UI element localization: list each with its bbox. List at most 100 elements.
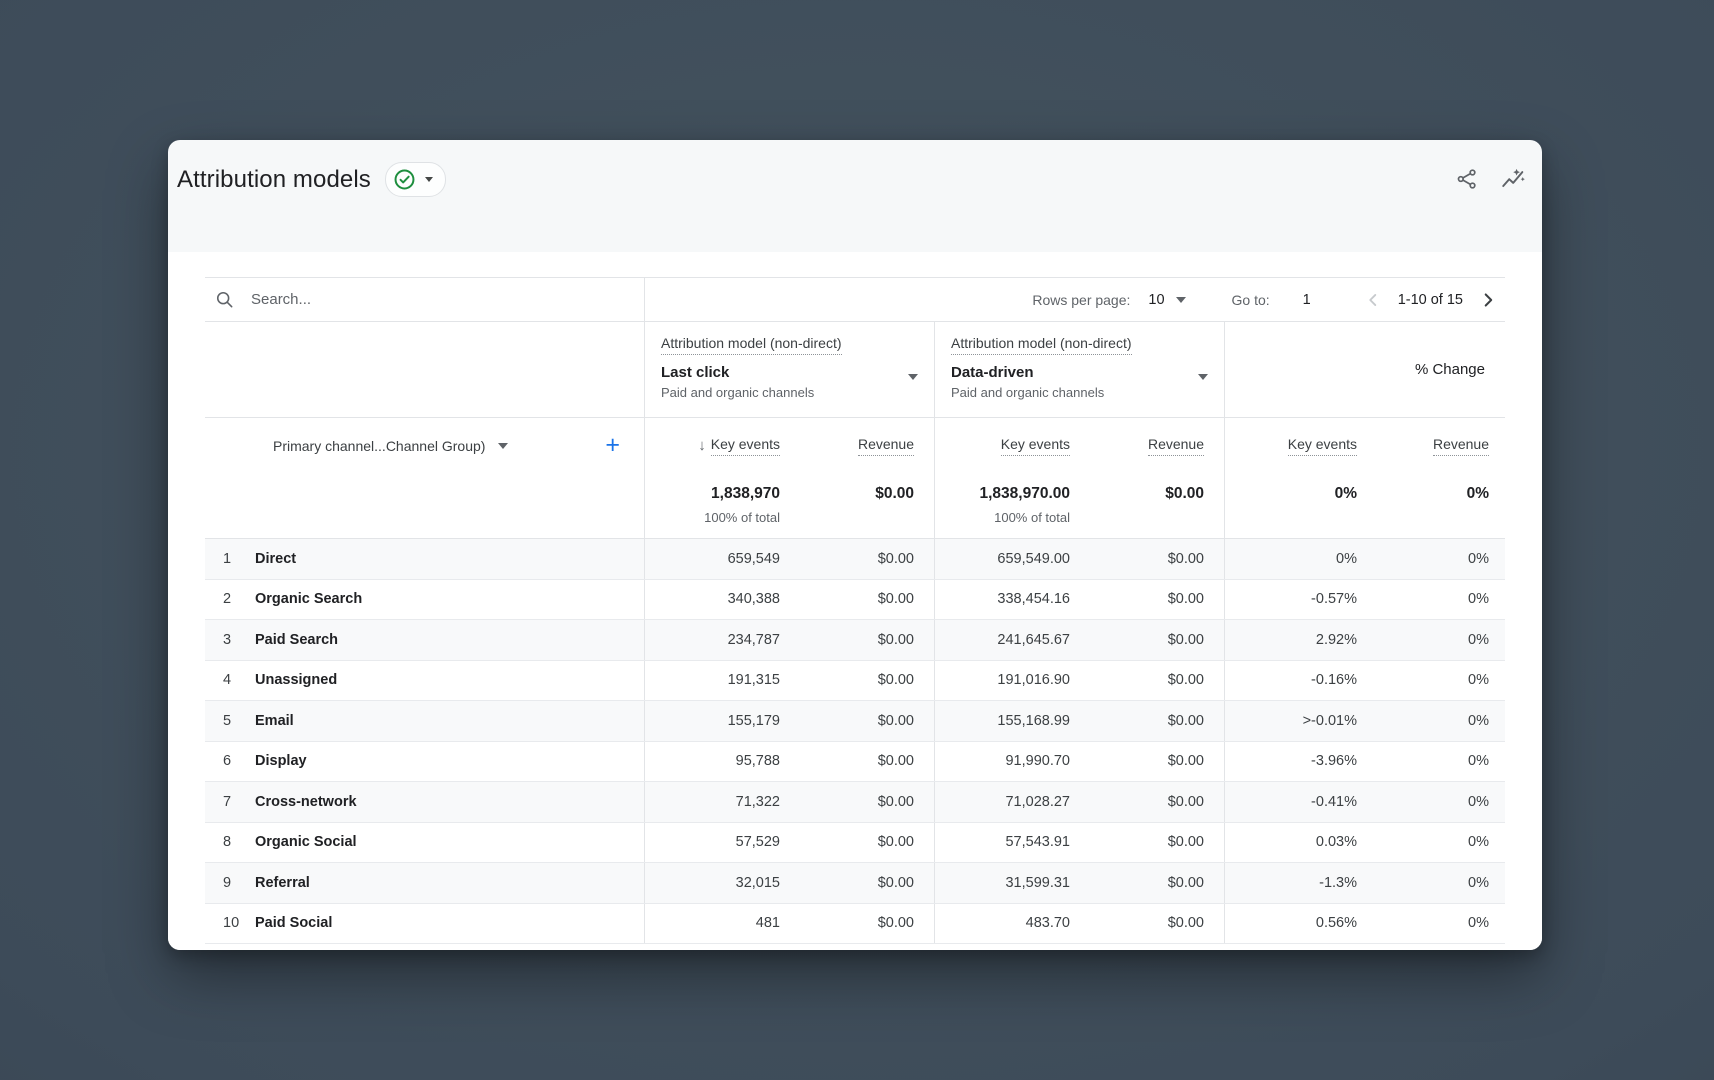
column-header-revenue-last-click[interactable]: Revenue xyxy=(790,418,935,473)
model-selector-data-driven[interactable]: Attribution model (non-direct) Data-driv… xyxy=(935,322,1225,417)
table-row: 7 Cross-network 71,322 $0.00 71,028.27 $… xyxy=(205,782,1505,823)
last-click-key-events-cell: 95,788 xyxy=(735,753,780,770)
channel-name: Email xyxy=(255,712,294,729)
change-revenue-cell: 0% xyxy=(1468,874,1489,891)
column-header-revenue-change[interactable]: Revenue xyxy=(1365,418,1505,473)
change-key-events-cell: -0.16% xyxy=(1311,672,1357,689)
channel-name: Organic Search xyxy=(255,591,363,608)
last-click-revenue-cell: $0.00 xyxy=(790,620,935,660)
column-header-key-events-change[interactable]: Key events xyxy=(1225,418,1365,473)
last-click-revenue-cell: $0.00 xyxy=(790,701,935,741)
row-number: 3 xyxy=(223,631,232,648)
last-click-key-events-cell: 340,388 xyxy=(727,591,780,608)
data-driven-revenue-cell: $0.00 xyxy=(1080,863,1225,903)
chevron-down-icon xyxy=(908,374,918,380)
rows-per-page-label: Rows per page: xyxy=(1032,291,1131,308)
last-click-revenue-cell: $0.00 xyxy=(790,579,935,619)
data-driven-key-events-cell: 659,549.00 xyxy=(997,550,1070,567)
total-key-events-subtext: 100% of total xyxy=(704,510,780,525)
data-driven-key-events-cell: 71,028.27 xyxy=(1005,793,1070,810)
row-number: 6 xyxy=(223,753,232,770)
channel-name: Organic Social xyxy=(255,834,357,851)
table-row: 6 Display 95,788 $0.00 91,990.70 $0.00 -… xyxy=(205,741,1505,782)
model-name: Data-driven xyxy=(951,364,1034,381)
model-group-header-row: Attribution model (non-direct) Last clic… xyxy=(205,322,1505,418)
goto-page-input[interactable] xyxy=(1291,290,1322,309)
channel-name: Unassigned xyxy=(255,672,338,689)
change-key-events-cell: -1.3% xyxy=(1319,874,1357,891)
last-click-revenue-cell: $0.00 xyxy=(790,741,935,781)
table-row: 5 Email 155,179 $0.00 155,168.99 $0.00 >… xyxy=(205,701,1505,742)
search-box[interactable] xyxy=(205,278,645,321)
model-group-label[interactable]: Attribution model (non-direct) xyxy=(661,335,842,355)
table-row: 4 Unassigned 191,315 $0.00 191,016.90 $0… xyxy=(205,660,1505,701)
model-selector-last-click[interactable]: Attribution model (non-direct) Last clic… xyxy=(645,322,935,417)
report-header: Attribution models xyxy=(168,140,1542,252)
data-driven-revenue-cell: $0.00 xyxy=(1080,782,1225,822)
last-click-key-events-cell: 71,322 xyxy=(735,793,780,810)
column-header-revenue-data-driven[interactable]: Revenue xyxy=(1080,418,1225,473)
add-dimension-button[interactable]: + xyxy=(605,431,620,459)
data-driven-key-events-cell: 338,454.16 xyxy=(997,591,1070,608)
table-row: 2 Organic Search 340,388 $0.00 338,454.1… xyxy=(205,579,1505,620)
check-circle-icon xyxy=(392,167,417,192)
last-click-revenue-cell: $0.00 xyxy=(790,903,935,943)
change-key-events-cell: 0.03% xyxy=(1315,834,1357,851)
change-key-events-cell: -3.96% xyxy=(1311,753,1357,770)
data-driven-key-events-cell: 91,990.70 xyxy=(1005,753,1070,770)
sort-descending-icon: ↓ xyxy=(698,437,706,454)
data-driven-revenue-cell: $0.00 xyxy=(1080,660,1225,700)
data-driven-revenue-cell: $0.00 xyxy=(1080,539,1225,579)
column-header-key-events-last-click[interactable]: ↓ Key events xyxy=(698,435,780,456)
last-click-key-events-cell: 32,015 xyxy=(735,874,780,891)
report-table-panel: Rows per page: 10 Go to: 1-10 of 15 xyxy=(168,252,1542,950)
change-revenue-cell: 0% xyxy=(1468,915,1489,932)
insights-icon[interactable] xyxy=(1500,166,1526,192)
data-driven-revenue-cell: $0.00 xyxy=(1080,701,1225,741)
data-driven-revenue-cell: $0.00 xyxy=(1080,579,1225,619)
data-driven-revenue-cell: $0.00 xyxy=(1080,741,1225,781)
channel-name: Cross-network xyxy=(255,793,357,810)
percent-change-group-label: % Change xyxy=(1414,361,1485,378)
change-revenue-cell: 0% xyxy=(1468,672,1489,689)
change-key-events-cell: -0.57% xyxy=(1311,591,1357,608)
prev-page-button[interactable] xyxy=(1362,289,1384,311)
report-status-pill[interactable] xyxy=(384,162,446,197)
last-click-key-events-cell: 191,315 xyxy=(727,672,780,689)
search-input[interactable] xyxy=(249,290,573,309)
change-revenue-cell: 0% xyxy=(1468,753,1489,770)
row-number: 2 xyxy=(223,591,232,608)
data-driven-key-events-cell: 31,599.31 xyxy=(1005,874,1070,891)
table-row: 9 Referral 32,015 $0.00 31,599.31 $0.00 … xyxy=(205,863,1505,904)
column-header-row: Primary channel...Channel Group) + ↓ Key… xyxy=(205,418,1505,473)
table-toolbar: Rows per page: 10 Go to: 1-10 of 15 xyxy=(205,278,1505,322)
next-page-button[interactable] xyxy=(1477,289,1499,311)
rows-per-page-value: 10 xyxy=(1148,291,1165,308)
totals-row: 1,838,970 100% of total $0.00 1,838,970.… xyxy=(205,473,1505,539)
data-driven-key-events-cell: 191,016.90 xyxy=(997,672,1070,689)
last-click-key-events-cell: 481 xyxy=(755,915,780,932)
data-driven-key-events-cell: 483.70 xyxy=(1025,915,1070,932)
column-header-key-events-data-driven[interactable]: Key events xyxy=(935,418,1080,473)
last-click-revenue-cell: $0.00 xyxy=(790,863,935,903)
table-body: 1 Direct 659,549 $0.00 659,549.00 $0.00 … xyxy=(205,539,1505,944)
total-key-events-subtext: 100% of total xyxy=(994,510,1070,525)
last-click-revenue-cell: $0.00 xyxy=(790,822,935,862)
dimension-group-spacer xyxy=(205,322,645,417)
search-icon xyxy=(214,289,235,310)
last-click-revenue-cell: $0.00 xyxy=(790,660,935,700)
last-click-revenue-cell: $0.00 xyxy=(790,782,935,822)
data-driven-revenue-cell: $0.00 xyxy=(1080,822,1225,862)
total-key-events-last-click: 1,838,970 xyxy=(711,485,780,502)
pagination-controls: Rows per page: 10 Go to: 1-10 of 15 xyxy=(645,278,1505,321)
share-icon[interactable] xyxy=(1454,166,1480,192)
chevron-down-icon xyxy=(1175,296,1186,303)
rows-per-page-select[interactable]: 10 xyxy=(1148,291,1186,308)
channel-name: Paid Social xyxy=(255,915,333,932)
model-group-label[interactable]: Attribution model (non-direct) xyxy=(951,335,1132,355)
page-range-label: 1-10 of 15 xyxy=(1397,291,1463,308)
change-key-events-cell: 0.56% xyxy=(1315,915,1357,932)
last-click-key-events-cell: 155,179 xyxy=(727,712,780,729)
model-name: Last click xyxy=(661,364,730,381)
dimension-selector[interactable]: Primary channel...Channel Group) xyxy=(273,438,509,454)
